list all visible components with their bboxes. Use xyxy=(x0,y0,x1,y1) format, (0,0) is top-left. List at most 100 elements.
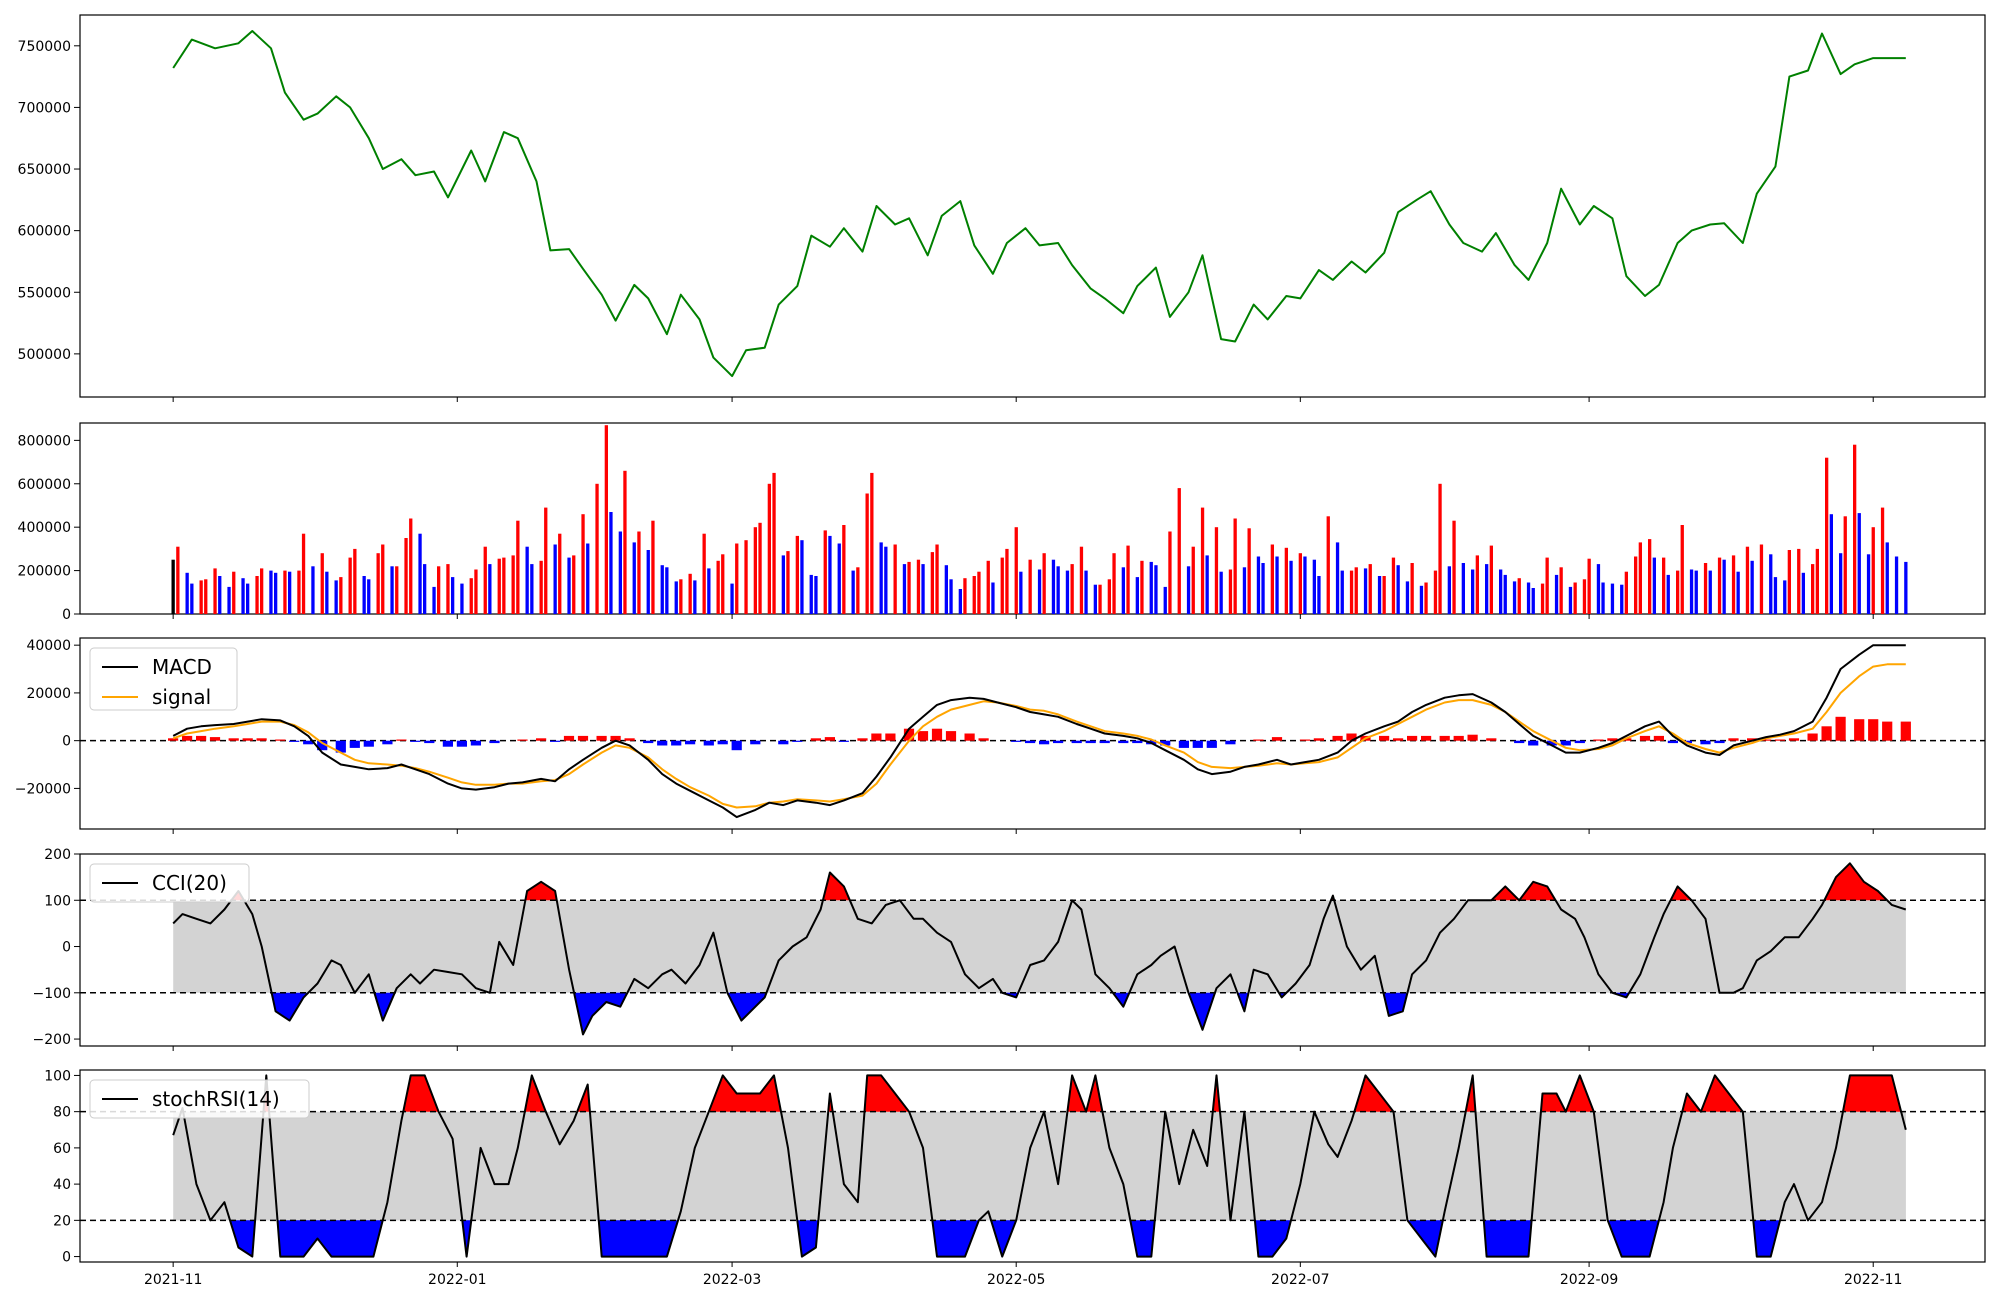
volume-bar xyxy=(632,542,636,614)
macd-hist-bar xyxy=(750,740,761,745)
volume-bar xyxy=(884,546,888,614)
macd-hist-bar xyxy=(363,740,374,747)
macd-hist-bar xyxy=(1835,716,1846,741)
volume-bar xyxy=(525,546,529,614)
macd-hist-bar xyxy=(1546,740,1557,746)
volume-bar xyxy=(437,566,441,615)
volume-bar xyxy=(553,544,557,614)
stochrsi-legend: stochRSI(14) xyxy=(89,1079,310,1119)
volume-bar xyxy=(311,566,315,615)
volume-bar xyxy=(1424,582,1428,614)
macd-legend: MACD signal xyxy=(89,647,238,711)
macd-hist-bar xyxy=(209,737,221,741)
cci-oversold-fill xyxy=(374,992,395,1021)
volume-bar xyxy=(1396,565,1400,614)
volume-bar xyxy=(1634,556,1638,614)
macd-hist-bar xyxy=(1728,738,1739,741)
macd-hist-bar xyxy=(1807,733,1818,741)
volume-bar xyxy=(497,558,501,614)
volume-bar xyxy=(1438,483,1442,614)
stochrsi-overbought-fill xyxy=(864,1075,910,1112)
volume-bar xyxy=(1317,576,1321,614)
volume-bar xyxy=(930,552,934,614)
stochrsi-legend-box xyxy=(89,1079,310,1119)
volume-bar xyxy=(1773,577,1778,614)
x-tick-label: 2022-05 xyxy=(987,1272,1046,1288)
volume-bar xyxy=(1177,488,1181,614)
stochrsi-frame xyxy=(79,1069,1986,1263)
macd-hist-bar xyxy=(1253,739,1264,741)
volume-bar xyxy=(1596,564,1601,614)
macd-hist-bar xyxy=(703,740,714,746)
macd-hist-bar xyxy=(1868,719,1879,741)
volume-bar xyxy=(1703,563,1708,614)
volume-bar xyxy=(1200,507,1205,614)
volume-bar xyxy=(1866,554,1871,614)
stochrsi-oversold-fill xyxy=(230,1220,256,1257)
volume-bar xyxy=(958,589,962,614)
price-axes: 500000 550000 600000 650000 700000 750000 xyxy=(18,14,1986,402)
macd-hist-bar xyxy=(1882,721,1893,741)
volume-bar xyxy=(809,574,813,614)
volume-bar xyxy=(944,565,948,614)
volume-bar xyxy=(241,578,245,614)
volume-bar xyxy=(1620,584,1624,614)
macd-hist-bar xyxy=(1639,735,1651,741)
price-ytick-label: 700000 xyxy=(18,100,71,116)
volume-ytick-label: 800000 xyxy=(18,433,71,449)
volume-bar xyxy=(1270,544,1274,614)
volume-bar xyxy=(586,543,590,614)
macd-hist-bar xyxy=(871,733,882,741)
volume-bar xyxy=(1545,557,1549,614)
cci-oversold-fill xyxy=(1112,992,1130,1007)
volume-bar xyxy=(1005,548,1009,614)
stochrsi-overbought-fill xyxy=(1842,1075,1902,1112)
volume-bar xyxy=(921,564,925,614)
volume-bar xyxy=(609,512,613,614)
volume-bar xyxy=(837,543,841,614)
macd-hist-bar xyxy=(731,740,742,751)
stochrsi-axes: 0 20 40 60 80 100 xyxy=(44,1068,1986,1267)
stochrsi-ytick-label: 100 xyxy=(44,1068,71,1084)
macd-hist-bar xyxy=(1714,740,1725,744)
volume-bar xyxy=(325,571,329,614)
signal-line xyxy=(172,663,1906,809)
stochrsi-ytick-label: 80 xyxy=(53,1105,71,1121)
volume-bar xyxy=(353,548,357,614)
macd-hist-bar xyxy=(1206,740,1217,748)
volume-bar xyxy=(1587,558,1591,614)
stochrsi-overbought-fill xyxy=(1354,1075,1394,1112)
volume-bar xyxy=(572,555,576,614)
volume-bar xyxy=(320,553,324,614)
volume-bar xyxy=(907,561,911,614)
macd-hist-bar xyxy=(1514,740,1525,744)
volume-bar xyxy=(1140,560,1144,614)
macd-axes: −20000 0 20000 40000 xyxy=(15,637,1986,834)
volume-bar xyxy=(1168,531,1172,614)
volume-bar xyxy=(1447,566,1451,615)
volume-bar xyxy=(1624,571,1628,614)
volume-bar xyxy=(1787,550,1791,614)
volume-bar xyxy=(735,543,739,614)
volume-bar xyxy=(637,531,641,614)
volume-bar xyxy=(935,544,939,614)
volume-bar xyxy=(339,577,343,614)
volume-bar xyxy=(902,564,907,614)
macd-hist-bar xyxy=(1407,735,1418,741)
volume-bar xyxy=(604,425,608,614)
macd-hist-bar xyxy=(931,728,943,741)
volume-bar xyxy=(246,583,250,614)
macd-hist-bar xyxy=(303,740,314,745)
price-ytick-label: 750000 xyxy=(18,39,71,55)
macd-hist-bar xyxy=(1486,738,1497,741)
volume-bar xyxy=(1154,565,1158,614)
volume-bar xyxy=(423,564,427,614)
volume-bar xyxy=(1708,570,1712,614)
volume-bar xyxy=(1419,585,1424,614)
volume-bar xyxy=(646,550,650,614)
volume-bar xyxy=(260,568,264,614)
volume-bar xyxy=(1801,572,1805,614)
volume-bar xyxy=(1275,556,1279,614)
volume-bar xyxy=(772,472,776,614)
volume-bar xyxy=(1242,567,1247,614)
